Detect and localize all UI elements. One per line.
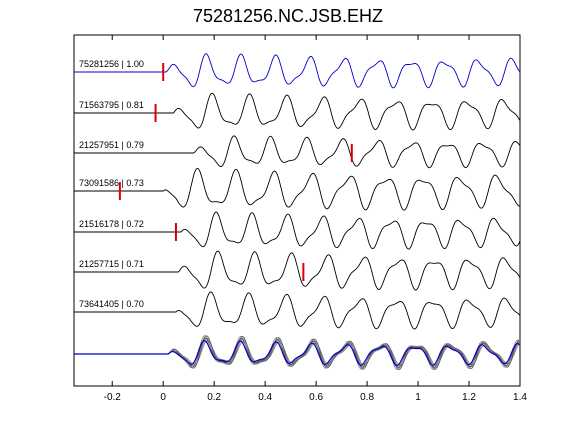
x-axis-ticks: -0.2 0 0.2 0.4 0.6 0.8 1 1.2 1.4: [104, 35, 527, 403]
trace-label: 21516178 | 0.72: [79, 219, 144, 229]
x-tick-label: 0: [160, 392, 166, 403]
x-tick-label: 0.4: [258, 392, 272, 403]
trace-line: [74, 211, 521, 250]
trace-line: [74, 291, 521, 330]
overlay-group: [74, 335, 521, 371]
trace-line: [74, 167, 521, 211]
traces-group: 75281256 | 1.00 71563795 | 0.81 21257951 |…: [74, 53, 521, 330]
x-tick-label: 1.2: [462, 392, 476, 403]
trace-label: 73641405 | 0.70: [79, 299, 144, 309]
trace-line: [74, 250, 521, 291]
trace-label: 75281256 | 1.00: [79, 59, 144, 69]
overlay-line: [74, 337, 521, 368]
trace-line: [74, 53, 521, 89]
trace-label: 71563795 | 0.81: [79, 100, 144, 110]
trace-line: [74, 135, 521, 169]
overlay-line: [74, 339, 521, 367]
x-tick-label: 0.2: [207, 392, 221, 403]
x-tick-label: 1: [415, 392, 421, 403]
trace-label: 21257951 | 0.79: [79, 140, 144, 150]
x-tick-label: -0.2: [104, 392, 122, 403]
overlay-line: [74, 337, 521, 368]
x-tick-label: 0.8: [360, 392, 374, 403]
trace-label: 73091586 | 0.73: [79, 178, 144, 188]
overlay-line: [74, 335, 521, 371]
trace-label: 21257715 | 0.71: [79, 259, 144, 269]
x-tick-label: 1.4: [513, 392, 527, 403]
trace-line: [74, 92, 521, 131]
overlay-line: [74, 335, 521, 371]
x-tick-label: 0.6: [309, 392, 323, 403]
plot-frame: [73, 34, 521, 387]
chart-title: 75281256.NC.JSB.EHZ: [192, 6, 384, 26]
